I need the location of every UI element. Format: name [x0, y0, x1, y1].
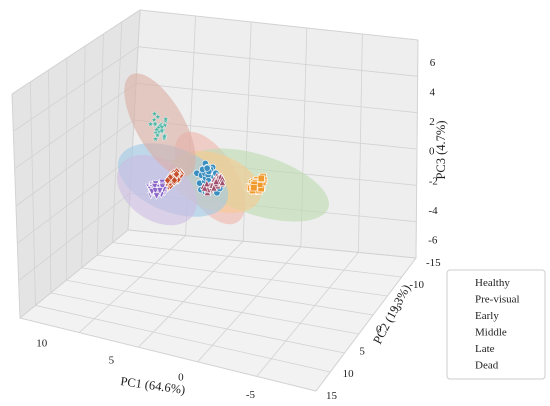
scatter-point — [203, 179, 211, 188]
grid-line — [50, 292, 345, 354]
grid-line — [112, 242, 402, 278]
scatter-point — [158, 183, 167, 191]
grid-line — [315, 257, 417, 392]
y-tick-label: 10 — [343, 368, 355, 380]
grid-line — [18, 193, 131, 281]
grid-line — [112, 21, 123, 243]
x-axis-label: PC1 (64.6%) — [120, 374, 187, 397]
scatter-point — [161, 132, 168, 140]
scatter-point — [210, 183, 218, 192]
y-tick-label: -5 — [393, 301, 403, 313]
grid-line — [415, 39, 419, 259]
z-tick-label: 0 — [429, 146, 435, 158]
z-tick-label: -2 — [429, 175, 438, 187]
z-tick-label: 4 — [430, 86, 436, 98]
data-points — [145, 110, 465, 368]
y-tick-label: -10 — [409, 279, 424, 291]
grid-line — [138, 240, 244, 348]
scatter-point — [153, 126, 160, 133]
grid-line — [15, 119, 135, 207]
grid-line — [137, 46, 418, 77]
grid-line — [19, 229, 129, 319]
grid-line — [11, 9, 141, 95]
grid-line — [81, 45, 86, 268]
grid-line — [65, 57, 68, 281]
legend-label: Dead — [475, 360, 499, 372]
grid-line — [81, 267, 374, 316]
grid-line — [78, 235, 186, 333]
scatter-point — [203, 164, 211, 172]
scatter-point — [151, 110, 158, 117]
scatter-point — [154, 113, 162, 120]
scatter-point — [156, 187, 164, 195]
scatter-point — [152, 192, 161, 200]
grid-line — [13, 46, 139, 132]
scatter-point — [151, 120, 159, 127]
grid-line — [127, 229, 417, 259]
grid-line — [35, 305, 331, 373]
legend-box — [446, 269, 546, 380]
scatter-point — [158, 127, 166, 134]
z-axis-label: PC3 (4.7%) — [434, 120, 448, 179]
z-tick-label: 6 — [430, 57, 436, 69]
grid-line — [19, 317, 317, 392]
scatter-point — [201, 184, 209, 192]
grid-line — [358, 33, 363, 253]
x-tick-label: 5 — [109, 355, 115, 367]
scatter-point — [212, 177, 220, 185]
scatter-point — [161, 121, 169, 129]
legend-label: Middle — [475, 327, 507, 339]
scatter-point — [147, 120, 154, 127]
y-tick-label: 0 — [376, 324, 382, 336]
scatter-point — [170, 176, 179, 185]
x-tick-label: 0 — [178, 372, 184, 384]
scatter-point — [218, 178, 227, 186]
scatter-point — [151, 187, 160, 195]
legend-label: Early — [475, 310, 499, 322]
scatter-point — [151, 182, 159, 191]
grid-line — [14, 83, 137, 169]
grid-line — [135, 82, 418, 114]
grid-line — [139, 9, 419, 41]
grid-line — [29, 81, 36, 306]
grid-line — [96, 33, 104, 256]
z-tick-label: -6 — [428, 235, 438, 247]
y-tick-label: 5 — [359, 346, 365, 358]
scatter-point — [257, 174, 265, 182]
grid-line — [48, 69, 52, 293]
grid-line — [17, 156, 133, 244]
scatter-point — [162, 115, 169, 122]
legend: Healthy Pre-visual Early Middle Late Dead — [446, 269, 546, 380]
grid-line — [97, 254, 388, 297]
legend-label: Healthy — [475, 277, 510, 289]
x-tick-label: -5 — [246, 389, 256, 401]
z-tick-label: 2 — [429, 116, 435, 128]
legend-label: Late — [475, 343, 495, 355]
legend-label: Pre-visual — [475, 294, 520, 306]
scatter-point — [152, 135, 159, 142]
grid-line — [256, 252, 359, 377]
scatter-point — [250, 184, 258, 192]
scatter-point — [172, 169, 181, 179]
grid-line — [66, 279, 359, 335]
grid-line — [11, 93, 21, 319]
z-tick-label: -4 — [428, 205, 438, 217]
x-tick-label: 10 — [36, 337, 48, 349]
y-tick-label: -15 — [426, 257, 441, 269]
y-tick-label: 15 — [326, 390, 338, 401]
grid-line — [197, 246, 302, 363]
scatter-point — [154, 131, 161, 139]
